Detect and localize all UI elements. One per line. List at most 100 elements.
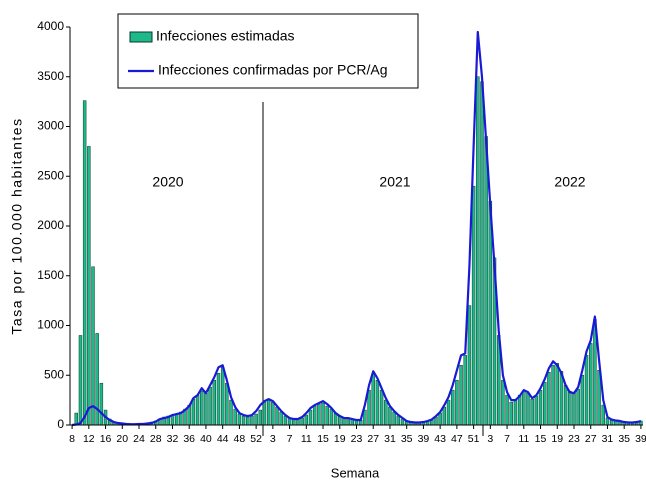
y-tick-label: 1500 [37, 268, 64, 282]
x-tick-label: 36 [183, 433, 195, 445]
bar [509, 401, 513, 426]
bar [200, 390, 204, 426]
bar [396, 415, 401, 426]
bar [304, 414, 309, 426]
x-tick-label: 27 [367, 433, 379, 445]
bar [379, 389, 384, 426]
bar [572, 391, 576, 426]
bar [568, 390, 572, 426]
bar [584, 355, 589, 426]
bar [325, 405, 329, 426]
bar [216, 373, 221, 426]
bar [576, 388, 580, 426]
bar [283, 415, 288, 426]
x-tick-label: 12 [83, 433, 95, 445]
bar [208, 386, 212, 426]
y-axis-label: Tasa por 100.000 habitantes [9, 117, 25, 334]
bar [563, 384, 568, 426]
bar [329, 408, 334, 426]
legend-label: Infecciones estimadas [156, 28, 295, 44]
x-tick-label: 32 [167, 433, 179, 445]
bar [266, 399, 271, 426]
x-tick-label: 40 [200, 433, 212, 445]
bar [262, 401, 267, 426]
bar [551, 365, 555, 426]
bar [547, 372, 551, 426]
bar [317, 403, 321, 426]
x-tick-label: 47 [451, 433, 463, 445]
bar [87, 146, 91, 426]
x-tick-label: 23 [568, 433, 580, 445]
x-tick-label: 19 [551, 433, 563, 445]
bar [212, 379, 217, 426]
bar [501, 379, 505, 426]
x-tick-label: 7 [504, 433, 510, 445]
bar [534, 395, 539, 426]
x-tick-label: 7 [287, 433, 293, 445]
x-tick-label: 19 [334, 433, 346, 445]
bar [246, 416, 250, 426]
bar [99, 382, 104, 426]
x-tick-label: 28 [150, 433, 162, 445]
bar [388, 406, 392, 426]
bar [250, 415, 254, 426]
year-label: 2021 [379, 174, 410, 190]
legend-box [117, 13, 419, 89]
bar [229, 399, 233, 426]
x-tick-label: 3 [270, 433, 276, 445]
bar [471, 185, 476, 426]
x-tick-label: 11 [518, 433, 529, 445]
bar [513, 399, 518, 426]
bar [241, 415, 246, 426]
x-tick-label: 16 [100, 433, 112, 445]
bar [225, 382, 229, 426]
x-tick-label: 20 [116, 433, 128, 445]
bar [530, 398, 534, 426]
bar [275, 406, 279, 426]
bar [174, 413, 179, 426]
x-tick-label: 51 [468, 433, 480, 445]
x-tick-label: 35 [401, 433, 413, 445]
bar [450, 389, 455, 426]
bar [233, 408, 237, 426]
bar [82, 100, 87, 426]
bar [346, 418, 350, 426]
x-tick-label: 15 [317, 433, 329, 445]
bar [191, 398, 196, 426]
bar [467, 305, 472, 426]
bar [555, 363, 559, 426]
x-tick-label: 11 [301, 433, 312, 445]
bar [195, 394, 200, 426]
x-tick-label: 15 [535, 433, 547, 445]
bar [542, 381, 547, 426]
bar [384, 399, 388, 426]
bar [204, 392, 208, 426]
bar [522, 390, 526, 426]
x-tick-label: 31 [602, 433, 614, 445]
bar [517, 394, 522, 426]
bar [580, 375, 585, 426]
legend-label: Infecciones confirmadas por PCR/Ag [158, 62, 388, 78]
x-tick-label: 44 [217, 433, 229, 445]
bar [446, 399, 451, 426]
bar [375, 379, 380, 426]
bar [438, 412, 442, 426]
year-label: 2020 [152, 174, 183, 190]
bar [392, 411, 396, 426]
y-tick-label: 4000 [37, 19, 64, 33]
x-tick-label: 3 [487, 433, 493, 445]
x-tick-label: 52 [250, 433, 262, 445]
x-tick-label: 39 [418, 433, 430, 445]
bar [463, 355, 467, 426]
bar [526, 392, 530, 426]
bar [484, 136, 488, 426]
y-tick-label: 1000 [37, 318, 64, 332]
x-tick-label: 43 [434, 433, 446, 445]
x-tick-label: 39 [635, 433, 646, 445]
y-tick-label: 3500 [37, 69, 64, 83]
bar [254, 413, 258, 426]
bar [459, 365, 463, 426]
bar [78, 335, 83, 426]
